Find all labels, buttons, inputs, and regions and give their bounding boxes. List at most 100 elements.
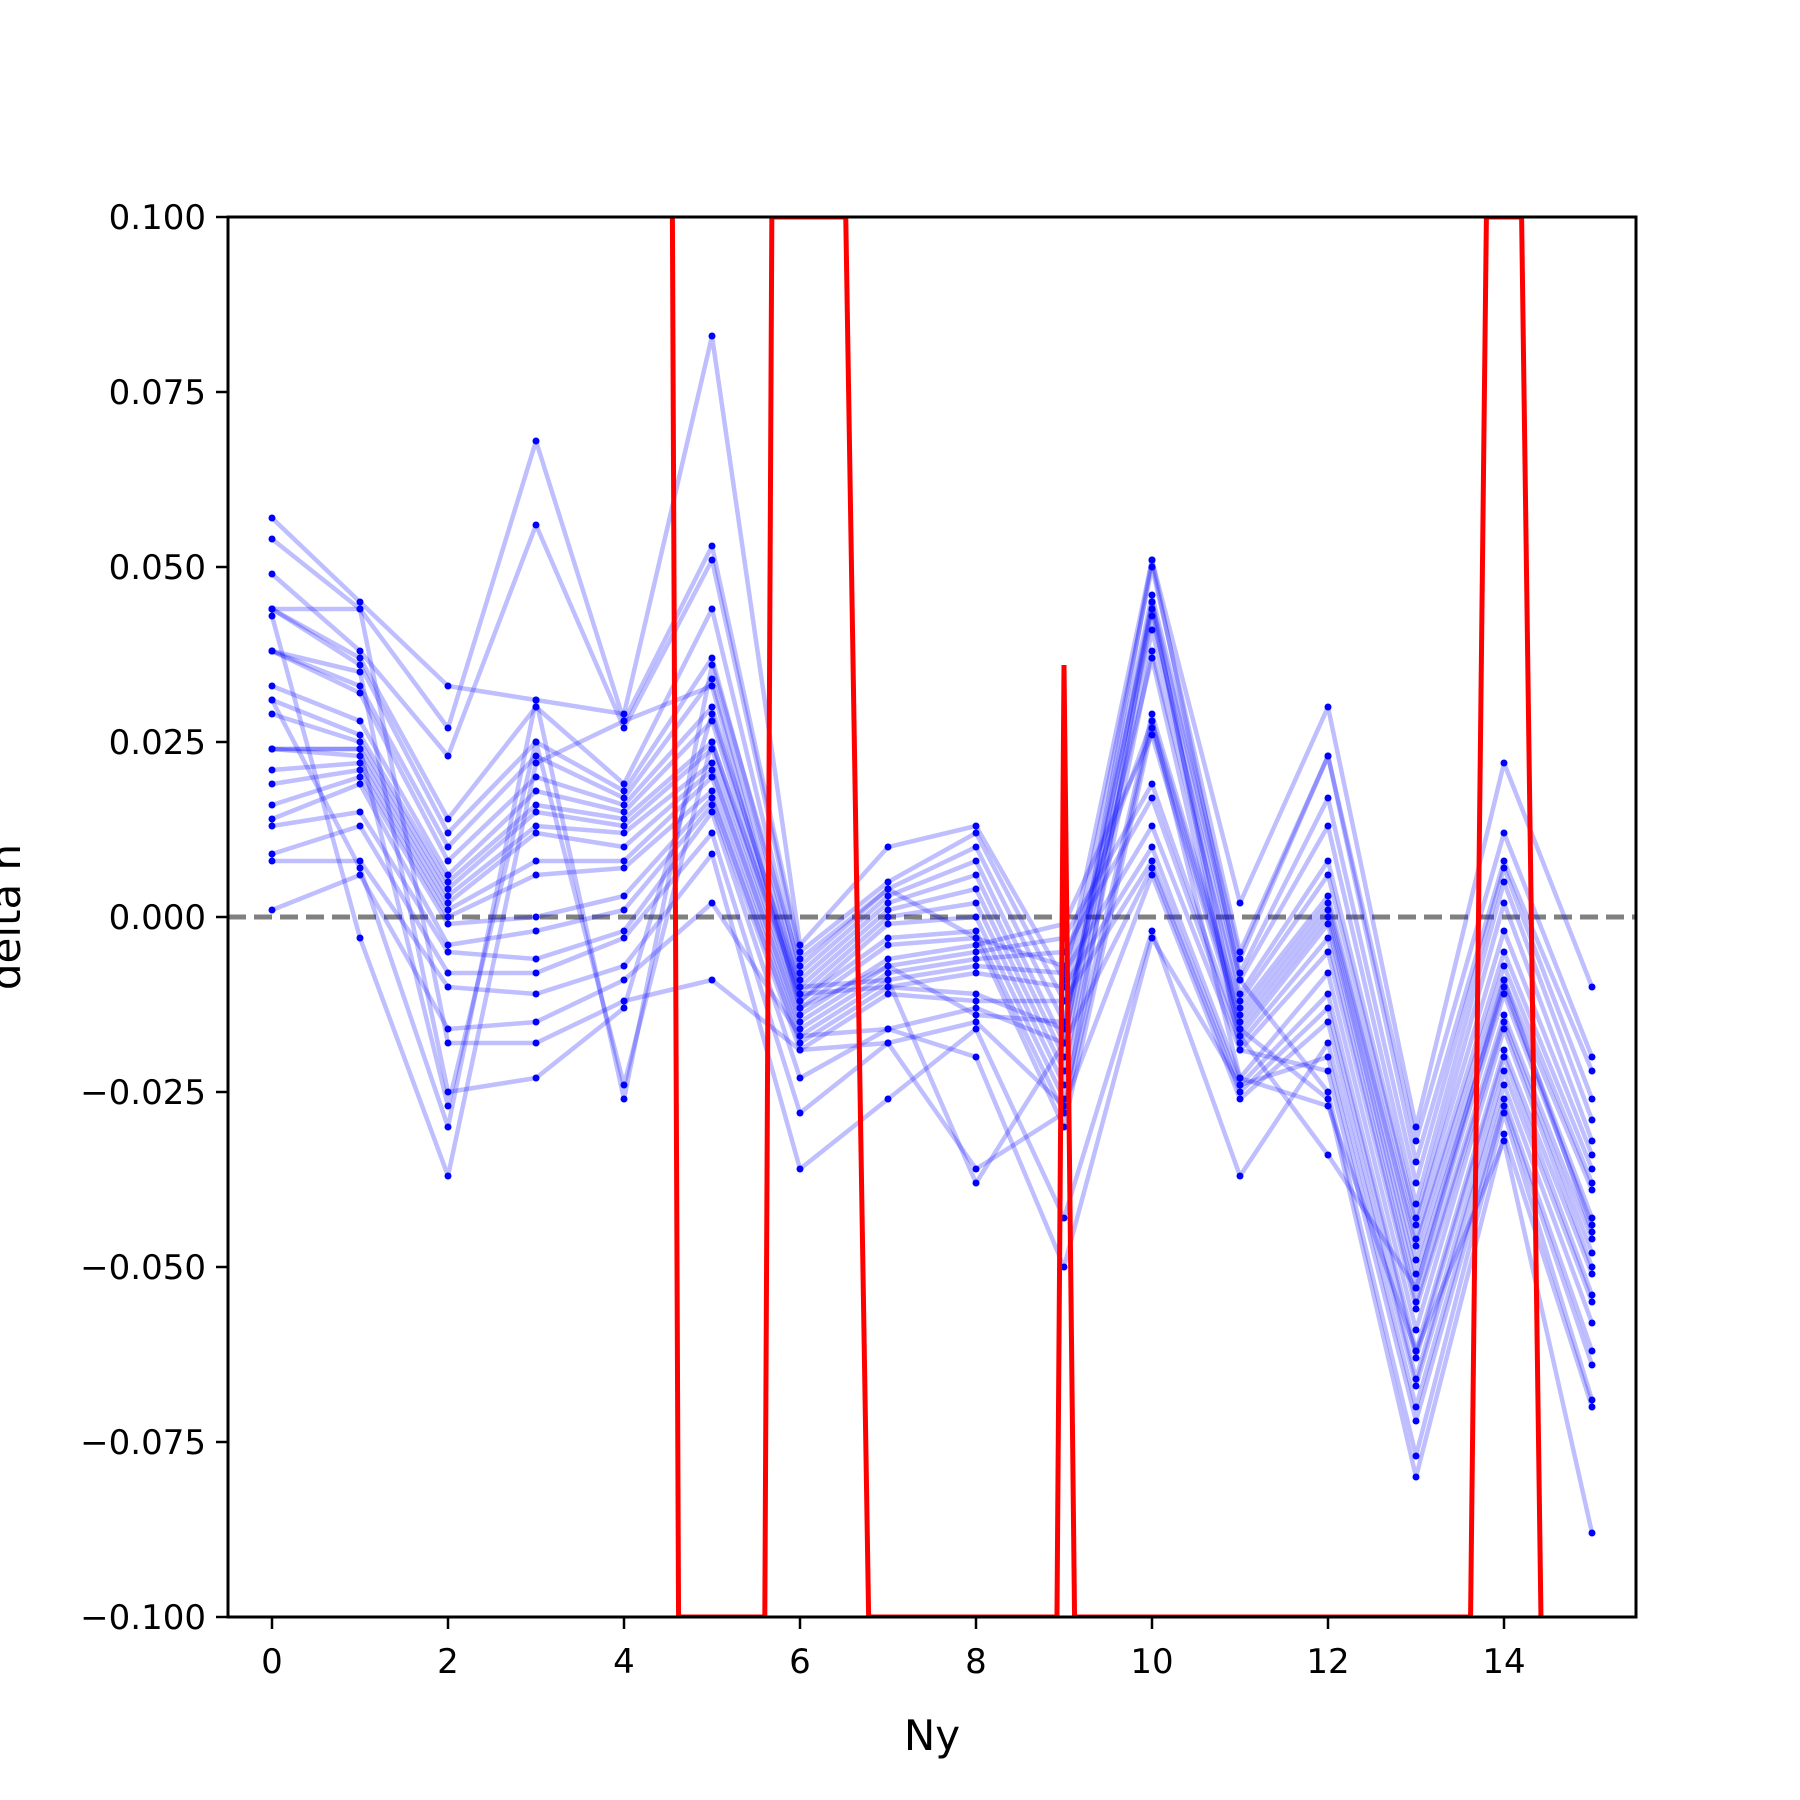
series-layer bbox=[269, 333, 1595, 1534]
data-point-series-8-x13 bbox=[1412, 1235, 1420, 1243]
data-point-series-19-x7 bbox=[884, 1095, 892, 1103]
data-point-series-7-x10 bbox=[1148, 647, 1156, 655]
data-point-series-12-x8 bbox=[972, 948, 980, 956]
data-point-series-9-x7 bbox=[884, 934, 892, 942]
data-point-series-18-x15 bbox=[1588, 1298, 1596, 1306]
data-point-series-20-x12 bbox=[1324, 1053, 1332, 1061]
series-line-18 bbox=[271, 823, 1595, 1382]
data-point-series-8-x15 bbox=[1588, 1165, 1596, 1173]
data-point-series-20-x6 bbox=[796, 1032, 804, 1040]
data-point-series-3-x10 bbox=[1148, 591, 1156, 599]
data-point-series-13-x1 bbox=[356, 759, 364, 767]
data-point-series-10-x15 bbox=[1588, 1186, 1596, 1194]
data-point-series-8-x12 bbox=[1324, 892, 1332, 900]
data-point-series-6-x5 bbox=[708, 675, 716, 683]
data-point-series-2-x2 bbox=[444, 724, 452, 732]
data-point-series-13-x5 bbox=[708, 773, 716, 781]
data-point-series-5-x8 bbox=[972, 871, 980, 879]
data-point-series-21-x6 bbox=[796, 1046, 804, 1054]
data-point-series-2-x15 bbox=[1588, 1053, 1596, 1061]
data-point-series-25-x0 bbox=[268, 612, 276, 620]
data-point-series-22-x11 bbox=[1236, 976, 1244, 984]
series-line-12 bbox=[271, 746, 1595, 1291]
data-point-series-1-x0 bbox=[268, 514, 276, 522]
data-point-series-24-x4 bbox=[620, 1095, 628, 1103]
data-point-series-4-x4 bbox=[620, 780, 628, 788]
data-point-series-22-x5 bbox=[708, 710, 716, 718]
data-point-series-3-x5 bbox=[708, 556, 716, 564]
data-point-series-7-x7 bbox=[884, 913, 892, 921]
data-point-series-10-x1 bbox=[356, 738, 364, 746]
data-point-series-13-x15 bbox=[1588, 1235, 1596, 1243]
data-point-series-18-x11 bbox=[1236, 1095, 1244, 1103]
series-line-19 bbox=[272, 851, 1595, 1389]
data-point-series-12-x12 bbox=[1324, 920, 1332, 928]
data-point-series-15-x0 bbox=[268, 801, 276, 809]
data-point-series-25-x2 bbox=[444, 1172, 452, 1180]
data-point-series-3-x15 bbox=[1588, 1067, 1596, 1075]
data-point-series-22-x2 bbox=[444, 1088, 452, 1096]
data-point-series-9-x15 bbox=[1588, 1179, 1596, 1187]
data-point-series-9-x14 bbox=[1500, 962, 1508, 970]
series-line-11 bbox=[272, 732, 1595, 1277]
data-point-series-12-x10 bbox=[1148, 780, 1156, 788]
data-point-series-12-x2 bbox=[444, 899, 452, 907]
data-point-series-23-x4 bbox=[620, 1081, 628, 1089]
data-point-series-3-x4 bbox=[620, 724, 628, 732]
data-point-series-17-x0 bbox=[268, 822, 276, 830]
data-point-series-22-x14 bbox=[1500, 1109, 1508, 1117]
data-point-series-19-x6 bbox=[796, 1165, 804, 1173]
data-point-series-14-x13 bbox=[1412, 1305, 1420, 1313]
data-point-series-10-x10 bbox=[1148, 724, 1156, 732]
data-point-series-1-x8 bbox=[972, 822, 980, 830]
data-point-series-17-x10 bbox=[1148, 864, 1156, 872]
data-point-series-23-x7 bbox=[884, 983, 892, 991]
data-point-series-21-x2 bbox=[444, 1039, 452, 1047]
data-point-series-9-x6 bbox=[796, 997, 804, 1005]
series-line-3 bbox=[270, 522, 1595, 1165]
data-point-series-2-x14 bbox=[1500, 829, 1508, 837]
series-line-21 bbox=[272, 599, 1595, 1424]
data-point-series-24-x1 bbox=[356, 864, 364, 872]
data-point-series-11-x13 bbox=[1412, 1270, 1420, 1278]
data-point-series-6-x1 bbox=[356, 682, 364, 690]
data-point-series-8-x5 bbox=[708, 717, 716, 725]
data-point-series-19-x4 bbox=[620, 962, 628, 970]
y-tick-label-7: 0.075 bbox=[109, 373, 206, 413]
data-point-series-19-x11 bbox=[1236, 1172, 1244, 1180]
y-tick-label-2: −0.050 bbox=[80, 1248, 206, 1288]
data-point-series-19-x1 bbox=[356, 857, 364, 865]
data-point-series-9-x8 bbox=[972, 927, 980, 935]
data-point-series-3-x8 bbox=[972, 843, 980, 851]
series-line-9 bbox=[271, 697, 1595, 1249]
data-point-series-7-x14 bbox=[1500, 927, 1508, 935]
data-point-series-13-x10 bbox=[1148, 794, 1156, 802]
data-point-series-7-x13 bbox=[1412, 1221, 1420, 1229]
data-point-series-23-x11 bbox=[1236, 1025, 1244, 1033]
data-point-series-2-x6 bbox=[796, 948, 804, 956]
data-point-series-14-x4 bbox=[620, 864, 628, 872]
data-point-series-18-x6 bbox=[796, 1109, 804, 1117]
data-point-series-10-x4 bbox=[620, 822, 628, 830]
data-point-series-14-x15 bbox=[1588, 1249, 1596, 1257]
data-point-series-24-x3 bbox=[532, 696, 540, 704]
data-point-series-9-x1 bbox=[356, 731, 364, 739]
data-point-series-13-x0 bbox=[268, 766, 276, 774]
data-point-series-2-x7 bbox=[884, 878, 892, 886]
data-point-series-15-x12 bbox=[1324, 969, 1332, 977]
data-point-series-4-x7 bbox=[884, 892, 892, 900]
series-line-2 bbox=[270, 438, 1595, 1144]
data-point-series-14-x8 bbox=[972, 962, 980, 970]
data-point-series-17-x11 bbox=[1236, 1088, 1244, 1096]
data-point-series-15-x3 bbox=[532, 913, 540, 921]
data-point-series-17-x14 bbox=[1500, 1053, 1508, 1061]
x-axis-label: Ny bbox=[904, 1711, 960, 1760]
series-line-23 bbox=[272, 606, 1595, 1480]
data-point-series-23-x15 bbox=[1588, 1403, 1596, 1411]
series-line-16 bbox=[271, 781, 1595, 1354]
data-point-series-1-x4 bbox=[620, 710, 628, 718]
data-point-series-15-x15 bbox=[1588, 1263, 1596, 1271]
data-point-series-11-x14 bbox=[1500, 983, 1508, 991]
data-point-series-20-x15 bbox=[1588, 1347, 1596, 1355]
